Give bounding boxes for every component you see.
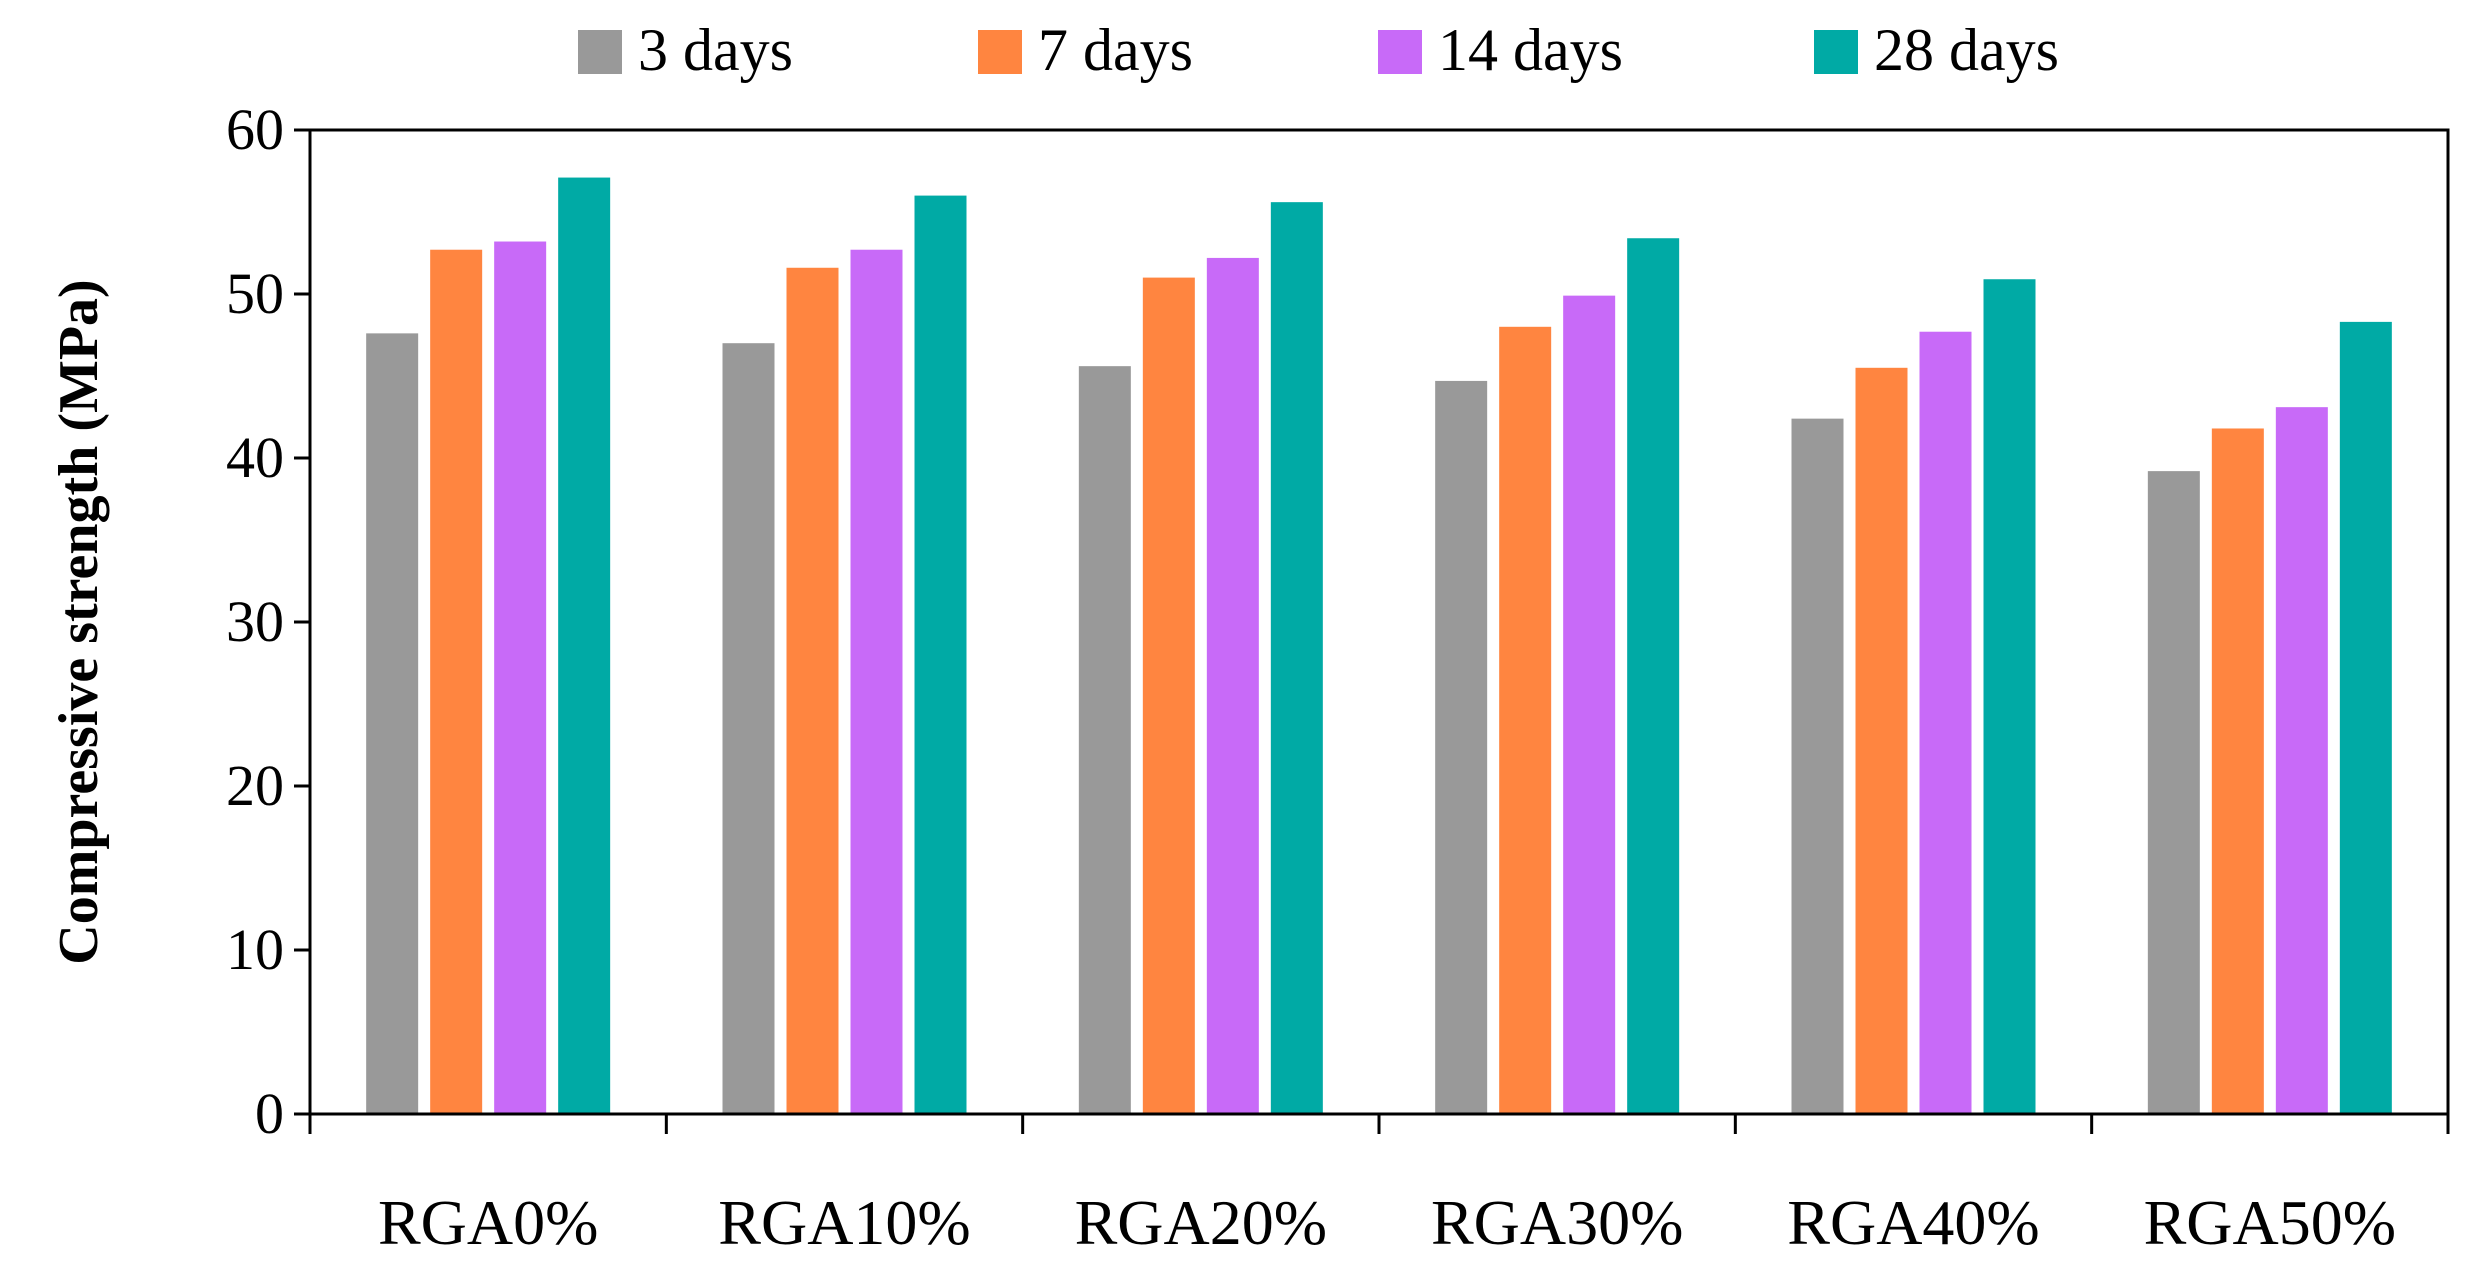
x-tick-label-rga40pct: RGA40% bbox=[1787, 1187, 2039, 1258]
y-tick-label: 60 bbox=[226, 97, 284, 162]
bar-rga40pct-14-days bbox=[1919, 331, 1972, 1115]
x-tick-label-rga10pct: RGA10% bbox=[718, 1187, 970, 1258]
bar-rga20pct-14-days bbox=[1206, 257, 1259, 1114]
legend-label-3-days: 3 days bbox=[638, 17, 793, 83]
bar-rga30pct-14-days bbox=[1563, 295, 1616, 1114]
bar-rga40pct-7-days bbox=[1855, 367, 1908, 1114]
legend: 3 days 7 days 14 days 28 days bbox=[578, 17, 2059, 83]
x-axis: RGA0% RGA10% RGA20% RGA30% RGA40% RGA50% bbox=[308, 1114, 2450, 1258]
y-axis-label: Compressive strength (MPa) bbox=[48, 279, 110, 964]
legend-swatch-7-days bbox=[978, 30, 1022, 74]
bar-rga0pct-3-days bbox=[366, 333, 419, 1114]
bar-rga30pct-3-days bbox=[1435, 380, 1488, 1114]
x-tick-label-rga50pct: RGA50% bbox=[2144, 1187, 2396, 1258]
bar-rga50pct-3-days bbox=[2147, 471, 2200, 1114]
legend-swatch-3-days bbox=[578, 30, 622, 74]
y-tick-label: 10 bbox=[226, 917, 284, 982]
y-tick-label: 50 bbox=[226, 261, 284, 326]
bar-rga30pct-7-days bbox=[1499, 326, 1552, 1114]
legend-label-28-days: 28 days bbox=[1874, 17, 2059, 83]
bar-rga10pct-28-days bbox=[914, 195, 967, 1115]
bar-rga20pct-3-days bbox=[1078, 366, 1131, 1114]
y-tick-label: 30 bbox=[226, 589, 284, 654]
bar-rga10pct-14-days bbox=[850, 249, 903, 1115]
legend-label-7-days: 7 days bbox=[1038, 17, 1193, 83]
x-tick-label-rga0pct: RGA0% bbox=[378, 1187, 598, 1258]
bar-rga10pct-7-days bbox=[786, 267, 839, 1114]
x-tick-label-rga20pct: RGA20% bbox=[1075, 1187, 1327, 1258]
bar-rga30pct-28-days bbox=[1627, 238, 1680, 1115]
y-tick-label: 0 bbox=[255, 1081, 284, 1146]
bar-rga10pct-3-days bbox=[722, 343, 775, 1114]
x-tick-label-rga30pct: RGA30% bbox=[1431, 1187, 1683, 1258]
bars-group bbox=[366, 177, 2392, 1115]
y-tick-label: 20 bbox=[226, 753, 284, 818]
plot-frame bbox=[308, 128, 2450, 1116]
bar-rga0pct-7-days bbox=[430, 249, 483, 1115]
bar-rga50pct-7-days bbox=[2211, 428, 2264, 1115]
bar-rga0pct-28-days bbox=[558, 177, 611, 1114]
y-tick-label: 40 bbox=[226, 425, 284, 490]
bar-rga50pct-28-days bbox=[2339, 321, 2392, 1114]
legend-swatch-28-days bbox=[1814, 30, 1858, 74]
bar-rga50pct-14-days bbox=[2275, 407, 2328, 1114]
bar-rga20pct-7-days bbox=[1142, 277, 1195, 1115]
y-axis: 0 10 20 30 40 50 60 bbox=[226, 97, 310, 1146]
bar-rga40pct-3-days bbox=[1791, 418, 1844, 1114]
bar-rga20pct-28-days bbox=[1270, 202, 1323, 1114]
legend-swatch-14-days bbox=[1378, 30, 1422, 74]
bar-rga40pct-28-days bbox=[1983, 279, 2036, 1114]
bar-rga0pct-14-days bbox=[494, 241, 547, 1114]
legend-label-14-days: 14 days bbox=[1438, 17, 1623, 83]
